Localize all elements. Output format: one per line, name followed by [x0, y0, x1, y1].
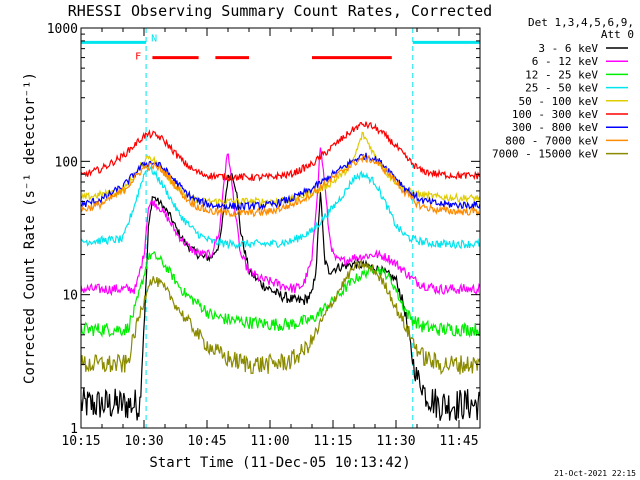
legend-label-0: 3 - 6 keV	[538, 42, 598, 55]
x-tick-label-1: 10:30	[124, 434, 163, 449]
chart-title: RHESSI Observing Summary Count Rates, Co…	[68, 2, 492, 20]
y-axis-label: Corrected Count Rate (s⁻¹ detector⁻¹)	[22, 72, 38, 384]
legend-label-7: 800 - 7000 keV	[505, 134, 598, 147]
y-tick-label-3: 1000	[47, 22, 78, 37]
legend-label-4: 50 - 100 keV	[519, 95, 599, 108]
x-axis-label: Start Time (11-Dec-05 10:13:42)	[149, 455, 410, 471]
night-flag-label: N	[151, 33, 157, 44]
x-tick-label-3: 11:00	[250, 434, 289, 449]
plot-area: NF	[81, 28, 480, 428]
series-line-3	[81, 164, 480, 250]
series-line-7	[81, 154, 480, 218]
y-tick-label-1: 10	[62, 289, 78, 304]
x-tick-label-6: 11:45	[439, 434, 478, 449]
x-tick-label-4: 11:15	[313, 434, 352, 449]
series-line-6	[81, 152, 480, 212]
series-line-4	[81, 131, 480, 206]
plot-frame	[80, 27, 481, 429]
legend-label-6: 300 - 800 keV	[512, 121, 598, 134]
y-tick-label-0: 1	[70, 422, 78, 437]
flare-flag-label: F	[135, 52, 141, 63]
series-line-5	[81, 121, 480, 182]
legend-label-5: 100 - 300 keV	[512, 108, 598, 121]
x-tick-label-5: 11:30	[376, 434, 415, 449]
legend-label-2: 12 - 25 keV	[525, 68, 598, 81]
legend-label-1: 6 - 12 keV	[532, 55, 599, 68]
x-tick-label-0: 10:15	[61, 434, 100, 449]
y-tick-label-2: 100	[55, 155, 78, 170]
legend-label-3: 25 - 50 keV	[525, 82, 598, 95]
series-line-8	[81, 260, 480, 376]
series-line-1	[81, 147, 480, 297]
series-line-0	[81, 172, 480, 422]
legend-label-8: 7000 - 15000 keV	[492, 148, 598, 161]
legend-header-line-1: Det 1,3,4,5,6,9,	[528, 16, 634, 29]
footer-timestamp: 21-Oct-2021 22:15	[554, 469, 636, 478]
series-line-2	[81, 251, 480, 338]
x-tick-label-2: 10:45	[187, 434, 226, 449]
legend-header-line-2: Att 0	[601, 28, 634, 41]
axes: 10:15 10:30 10:45 11:00 11:15 11:30 11:45 1 10 10…	[47, 22, 481, 449]
